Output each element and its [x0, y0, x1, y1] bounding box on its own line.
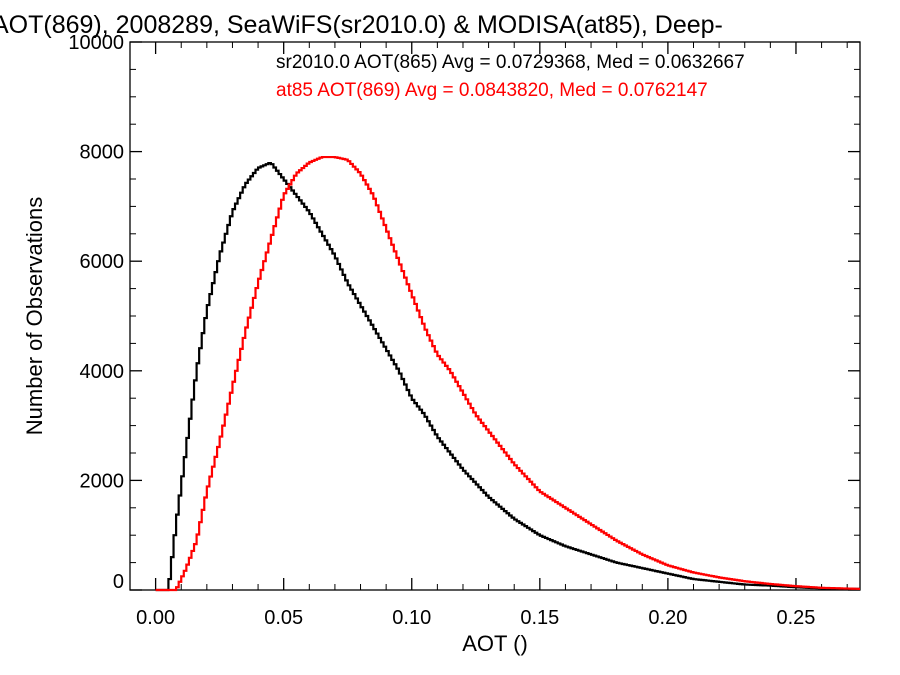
y-tick-label: 10000 — [68, 32, 124, 54]
x-tick-label: 0.25 — [776, 607, 815, 629]
x-tick-label: 0.10 — [392, 607, 431, 629]
series-sr2010-line — [155, 162, 860, 592]
x-axis-title: AOT () — [462, 631, 528, 656]
y-tick-label: 2000 — [80, 470, 125, 492]
x-tick-label: 0.05 — [264, 607, 303, 629]
y-tick-label: 4000 — [80, 361, 125, 383]
series-layer — [155, 155, 860, 592]
series-at85-line — [155, 155, 860, 592]
x-tick-label: 0.00 — [136, 607, 175, 629]
legend-entry-sr2010: sr2010.0 AOT(865) Avg = 0.0729368, Med =… — [276, 52, 745, 73]
x-tick-label: 0.20 — [648, 607, 687, 629]
x-axis: 0.00 0.05 0.10 0.15 0.20 0.25 — [129, 42, 848, 629]
legend-entry-at85: at85 AOT(869) Avg = 0.0843820, Med = 0.0… — [276, 80, 708, 101]
y-axis-title: Number of Observations — [22, 197, 47, 435]
y-axis: 0 2000 4000 6000 8000 10000 — [68, 32, 860, 593]
x-tick-label: 0.15 — [520, 607, 559, 629]
plot-frame — [129, 41, 861, 591]
y-tick-label: 0 — [113, 571, 124, 593]
y-tick-label: 6000 — [80, 251, 125, 273]
y-tick-label: 8000 — [80, 142, 125, 164]
chart-title: AOT(869), 2008289, SeaWiFS(sr2010.0) & M… — [0, 11, 723, 39]
